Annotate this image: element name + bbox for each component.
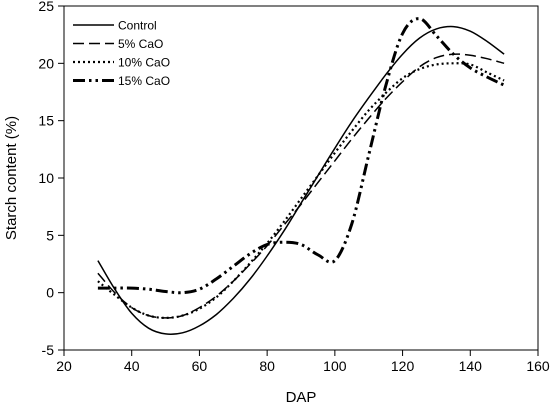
y-tick-label: 20 bbox=[38, 55, 54, 71]
series-layer bbox=[97, 17, 505, 335]
series-line-3 bbox=[97, 62, 505, 319]
series-line-4 bbox=[97, 17, 505, 295]
axis-ticks: 20 40 60 80 100 120 140 160 -5 0 5 10 15 20 25 bbox=[38, 0, 549, 374]
y-tick-label: 15 bbox=[38, 113, 54, 129]
x-tick-label: 40 bbox=[124, 358, 140, 374]
x-tick-label: 160 bbox=[526, 358, 550, 374]
x-tick-label: 20 bbox=[56, 358, 72, 374]
series-line-2 bbox=[97, 53, 505, 319]
x-tick-label: 100 bbox=[323, 358, 347, 374]
y-tick-label: 25 bbox=[38, 0, 54, 14]
legend: Control 5% CaO 10% CaO 15% CaO bbox=[73, 19, 170, 88]
series-line-1 bbox=[97, 25, 505, 335]
y-tick-label: 10 bbox=[38, 170, 54, 186]
legend-label-3: 10% CaO bbox=[118, 56, 170, 70]
y-tick-label: -5 bbox=[42, 342, 55, 358]
x-tick-label: 140 bbox=[459, 358, 483, 374]
y-tick-label: 0 bbox=[46, 285, 54, 301]
legend-label-4: 15% CaO bbox=[118, 74, 170, 88]
legend-label-2: 5% CaO bbox=[118, 37, 163, 51]
x-tick-label: 120 bbox=[391, 358, 415, 374]
x-tick-label: 80 bbox=[259, 358, 275, 374]
y-tick-label: 5 bbox=[46, 227, 54, 243]
legend-label-1: Control bbox=[118, 19, 157, 33]
y-axis-title: Starch content (%) bbox=[3, 116, 20, 240]
x-axis-title: DAP bbox=[286, 389, 317, 406]
x-tick-label: 60 bbox=[192, 358, 208, 374]
